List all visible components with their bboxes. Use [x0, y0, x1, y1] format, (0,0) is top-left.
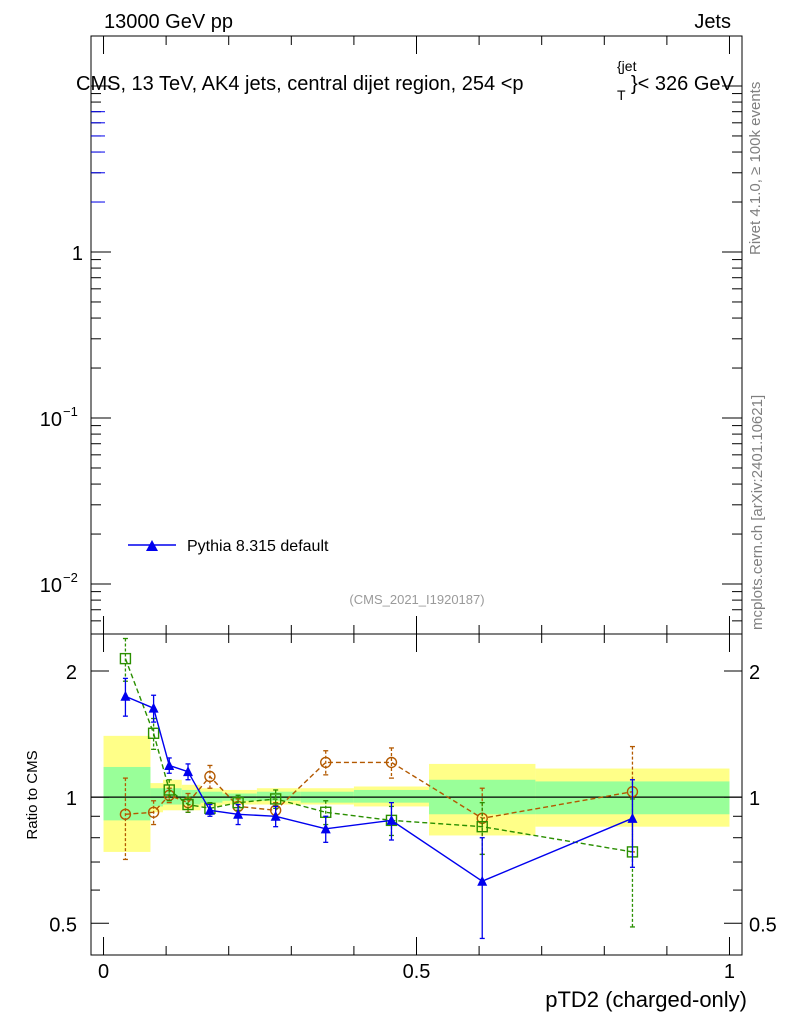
ratio-y-tick-label-right: 2 — [749, 662, 760, 684]
main-y-tick-exponent: −2 — [63, 570, 78, 585]
data-point — [270, 810, 281, 821]
ratio-y-tick-label: 1 — [66, 788, 77, 810]
header-tag: Jets — [694, 11, 731, 33]
data-point — [476, 820, 488, 833]
main-y-tick-exponent: −1 — [63, 404, 78, 419]
main-y-tick-labels: 110−110−2 — [40, 243, 83, 597]
x-tick-label: 1 — [724, 961, 735, 983]
ratio-y-tick-label: 0.5 — [49, 914, 77, 936]
plot-title: CMS, 13 TeV, AK4 jets, central dijet reg… — [76, 73, 524, 95]
main-y-tick-label: 10 — [40, 575, 62, 597]
stat-uncertainty-band — [353, 789, 430, 803]
main-y-tick-label: 10 — [40, 409, 62, 431]
stat-uncertainty-band — [103, 766, 151, 821]
ratio-y-tick-label-right: 0.5 — [749, 914, 777, 936]
x-tick-label: 0.5 — [403, 961, 431, 983]
main-panel: 110−110−2 (CMS_2021_I1920187) Pythia 8.3… — [40, 35, 743, 635]
data-point — [164, 759, 175, 770]
data-point — [477, 875, 488, 886]
title-main: CMS, 13 TeV, AK4 jets, central dijet reg… — [76, 73, 524, 95]
data-point — [385, 756, 398, 769]
data-point — [204, 804, 215, 815]
data-point — [119, 652, 132, 665]
data-point — [120, 690, 131, 701]
ratio-panel: 0.5 0.5 1 1 2 2 0 0.5 1 Ratio to CMS pTD2 (charg… — [24, 633, 777, 1012]
ratio-axis-ticks — [91, 634, 742, 955]
header-energy: 13000 GeV pp — [104, 11, 233, 33]
main-axis-ticks — [91, 35, 742, 635]
data-point — [119, 808, 132, 820]
legend: Pythia 8.315 default — [128, 538, 329, 555]
data-point — [148, 702, 159, 713]
x-axis-label: pTD2 (charged-only) — [545, 987, 747, 1012]
data-point — [183, 766, 194, 777]
ratio-tick-labels: 0.5 0.5 1 1 2 2 0 0.5 1 — [49, 662, 777, 983]
data-point — [147, 727, 160, 739]
ratio-y-tick-label: 2 — [66, 662, 77, 684]
data-point — [386, 814, 397, 825]
data-point — [163, 784, 175, 796]
data-point — [627, 812, 638, 823]
data-point — [233, 808, 244, 819]
title-sup: {jet — [617, 58, 637, 74]
stat-uncertainty-band — [256, 791, 301, 801]
y-axis-label: Ratio to CMS — [24, 750, 41, 839]
analysis-id: (CMS_2021_I1920187) — [349, 592, 484, 607]
data-point — [147, 806, 160, 818]
data-point — [204, 770, 216, 783]
data-point — [182, 798, 194, 811]
ratio-y-tick-label-right: 1 — [749, 788, 760, 810]
data-point — [320, 823, 331, 834]
legend-marker — [146, 540, 158, 551]
ref-uncertainty-bands — [103, 735, 730, 852]
main-y-tick-label: 1 — [72, 243, 83, 265]
legend-label: Pythia 8.315 default — [187, 538, 329, 555]
data-point — [269, 793, 282, 805]
data-point — [320, 756, 332, 769]
x-tick-label: 0 — [98, 961, 109, 983]
mcplots-label: mcplots.cern.ch [arXiv:2401.10621] — [749, 395, 766, 630]
title-tail: }< 326 GeV — [631, 73, 735, 95]
title-sub: T — [617, 87, 626, 103]
ratio-series — [119, 637, 639, 940]
rivet-version-label: Rivet 4.1.0, ≥ 100k events — [747, 82, 764, 255]
